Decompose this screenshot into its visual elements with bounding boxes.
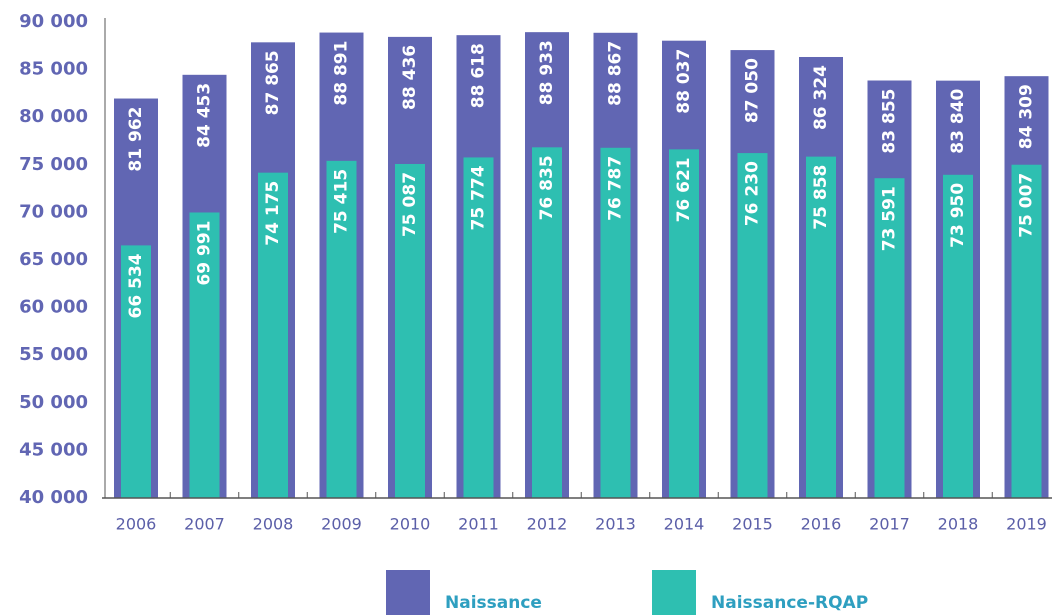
bar	[874, 178, 905, 498]
x-tick-label: 2019	[1006, 515, 1047, 534]
y-tick-label: 40 000	[19, 487, 88, 508]
bar	[326, 160, 357, 499]
value-label: 88 037	[674, 49, 694, 114]
value-label: 74 175	[263, 181, 283, 246]
value-label: 73 591	[880, 186, 900, 251]
y-tick-label: 45 000	[19, 439, 88, 460]
value-label: 75 007	[1017, 173, 1037, 238]
x-tick-label: 2015	[732, 515, 773, 534]
value-label: 88 618	[469, 43, 489, 108]
y-tick-label: 60 000	[19, 297, 88, 318]
value-label: 69 991	[195, 220, 215, 285]
value-label: 75 415	[332, 169, 352, 234]
legend-swatch	[386, 570, 430, 615]
value-label: 88 933	[537, 40, 557, 105]
value-label: 75 774	[469, 165, 489, 230]
x-tick-label: 2010	[390, 515, 431, 534]
bar	[1011, 164, 1042, 499]
x-tick-label: 2006	[116, 515, 157, 534]
value-label: 76 621	[674, 157, 694, 222]
x-tick-label: 2018	[938, 515, 979, 534]
x-tick-label: 2014	[664, 515, 705, 534]
y-tick-label: 85 000	[19, 59, 88, 80]
x-tick-label: 2008	[253, 515, 294, 534]
value-label: 83 840	[948, 88, 968, 153]
legend-label: Naissance-RQAP	[711, 593, 868, 613]
bar	[806, 156, 836, 498]
bar	[943, 174, 973, 498]
legend-swatch	[652, 570, 696, 615]
value-label: 81 962	[126, 107, 146, 172]
value-label: 84 453	[195, 83, 215, 148]
x-tick-label: 2007	[184, 515, 225, 534]
value-label: 88 867	[606, 41, 626, 106]
bar	[258, 172, 288, 499]
value-label: 66 534	[126, 253, 146, 318]
x-tick-label: 2009	[321, 515, 362, 534]
bar	[463, 157, 494, 498]
x-tick-label: 2017	[869, 515, 910, 534]
x-tick-label: 2012	[527, 515, 568, 534]
value-label: 73 950	[948, 183, 968, 248]
bar	[395, 163, 425, 499]
y-tick-label: 90 000	[19, 11, 88, 32]
value-label: 83 855	[880, 89, 900, 154]
bar	[532, 147, 562, 498]
bar	[669, 149, 699, 498]
value-label: 75 087	[400, 172, 420, 237]
value-label: 76 230	[743, 161, 763, 226]
bar	[189, 212, 220, 498]
x-tick-label: 2013	[595, 515, 636, 534]
y-tick-label: 50 000	[19, 392, 88, 413]
bar	[121, 245, 151, 498]
value-label: 88 436	[400, 45, 420, 110]
y-tick-label: 65 000	[19, 249, 88, 270]
value-label: 75 858	[811, 165, 831, 230]
x-tick-label: 2016	[801, 515, 842, 534]
value-label: 76 835	[537, 155, 557, 220]
y-tick-label: 70 000	[19, 201, 88, 222]
bar	[600, 147, 631, 498]
y-tick-label: 55 000	[19, 344, 88, 365]
value-label: 84 309	[1017, 84, 1037, 149]
bar	[737, 153, 768, 498]
value-label: 76 787	[606, 156, 626, 221]
legend-label: Naissance	[445, 593, 542, 613]
value-label: 87 050	[743, 58, 763, 123]
value-label: 87 865	[263, 50, 283, 115]
value-label: 88 891	[332, 41, 352, 106]
x-tick-label: 2011	[458, 515, 499, 534]
value-label: 86 324	[811, 65, 831, 130]
y-tick-label: 75 000	[19, 154, 88, 175]
y-tick-label: 80 000	[19, 106, 88, 127]
